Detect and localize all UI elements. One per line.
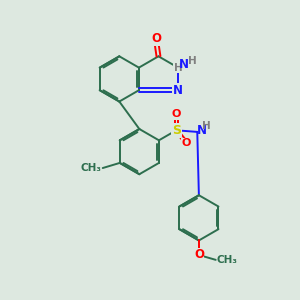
Text: H: H — [188, 56, 197, 65]
Text: O: O — [182, 138, 191, 148]
Text: N: N — [197, 124, 207, 137]
Text: O: O — [151, 32, 161, 45]
Text: O: O — [172, 109, 181, 119]
Text: O: O — [194, 248, 204, 262]
Text: N: N — [173, 84, 183, 97]
Text: CH₃: CH₃ — [80, 163, 101, 173]
Text: H: H — [174, 63, 182, 73]
Text: H: H — [202, 121, 211, 131]
Text: S: S — [172, 124, 181, 137]
Text: CH₃: CH₃ — [216, 255, 237, 265]
Text: N: N — [179, 58, 189, 71]
